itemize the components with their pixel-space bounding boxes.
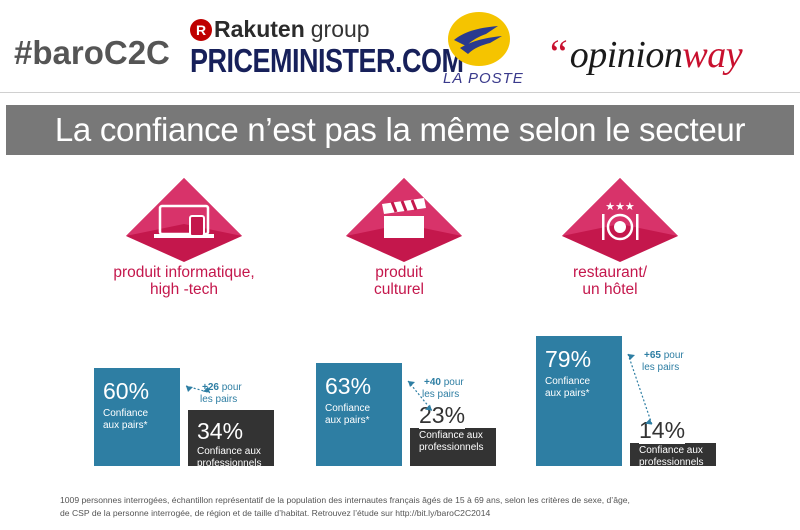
- bar-pro-2: 23% Confiance aux professionnels: [410, 402, 496, 466]
- opinionway-logo: “opinionway: [546, 31, 743, 76]
- diff-label-2: +40 pour les pairs: [422, 376, 464, 400]
- pro-value-label: 14%: [639, 417, 686, 445]
- sector-label-informatique: produit informatique, high -tech: [113, 264, 255, 298]
- laposte-label: LA POSTE: [443, 70, 524, 87]
- bar-peer-3: 79% Confiance aux pairs*: [536, 336, 622, 466]
- pro-caption: Confiance aux professionnels: [197, 446, 262, 470]
- hashtag: #baroC2C: [14, 34, 170, 71]
- rakuten-logo: R Rakuten group: [190, 16, 370, 43]
- laptop-tablet-phone-icon: [126, 178, 242, 262]
- diff-arrow-3: [627, 354, 653, 426]
- footnote: 1009 personnes interrogées, échantillon …: [60, 495, 630, 518]
- diff-label-3: +65 pour les pairs: [642, 350, 684, 374]
- peer-caption: Confiance aux pairs*: [325, 402, 371, 426]
- diff-label-1: +26 pour les pairs: [200, 381, 242, 405]
- pro-caption: Confiance aux professionnels: [419, 430, 484, 454]
- peer-value-label: 60%: [103, 377, 150, 404]
- hotel-stars: ★★★: [605, 200, 635, 213]
- rakuten-brand: Rakuten: [214, 16, 305, 42]
- bar-peer-2: 63% Confiance aux pairs*: [316, 362, 402, 466]
- pro-caption: Confiance aux professionnels: [639, 445, 704, 469]
- rakuten-group: group: [310, 16, 370, 42]
- pro-value-label: 34%: [197, 418, 244, 445]
- title-band: La confiance n’est pas la même selon le …: [6, 105, 794, 155]
- peer-caption: Confiance aux pairs*: [103, 407, 149, 431]
- header-divider: [0, 92, 800, 93]
- pro-value-label: 23%: [419, 402, 466, 430]
- rakuten-r-icon: R: [190, 18, 212, 41]
- diff-arrow-2: [407, 380, 433, 411]
- sector-label-culturel: produit culturel: [374, 264, 424, 298]
- sector-label-restaurant: restaurant/ un hôtel: [572, 264, 648, 298]
- page-title: La confiance n’est pas la même selon le …: [54, 111, 746, 148]
- bar-peer-1: 60% Confiance aux pairs*: [94, 367, 180, 466]
- bar-pro-3: 14% Confiance aux professionnels: [630, 417, 716, 469]
- peer-value-label: 79%: [545, 346, 592, 373]
- peer-caption: Confiance aux pairs*: [545, 376, 591, 400]
- peer-value-label: 63%: [325, 372, 372, 399]
- priceminister-logo: PRICEMINISTER.COM: [190, 42, 464, 80]
- clapperboard-icon: [346, 178, 462, 262]
- bar-pro-1: 34% Confiance aux professionnels: [188, 410, 274, 469]
- laposte-bird-icon: [448, 12, 510, 66]
- diff-arrow-1: [185, 385, 211, 393]
- hotel-dining-icon: ★★★: [562, 178, 678, 262]
- header: #baroC2C R Rakuten group PRICEMINISTER.C…: [0, 0, 800, 92]
